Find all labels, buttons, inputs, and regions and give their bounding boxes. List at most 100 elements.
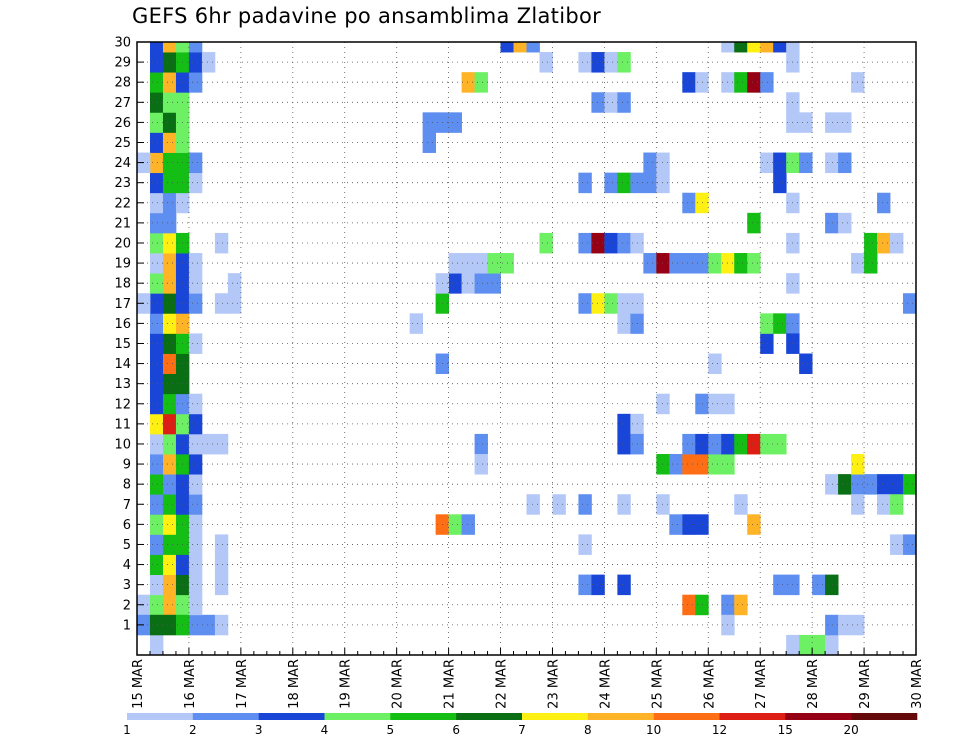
y-tick-label: 26 xyxy=(114,116,131,131)
heatmap-cell xyxy=(812,574,826,596)
heatmap-cell xyxy=(461,273,475,294)
x-tick-label: 18 MAR xyxy=(287,659,302,709)
heatmap-cell xyxy=(656,494,670,515)
x-tick-label: 20 MAR xyxy=(391,659,406,709)
legend-label: 5 xyxy=(386,723,394,737)
heatmap-cell xyxy=(188,393,203,415)
heatmap-cell xyxy=(162,554,177,576)
legend-swatch xyxy=(785,713,852,720)
x-axis: 15 MAR 16 MAR 17 MAR 18 MAR 19 MAR 20 MAR 21 M… xyxy=(131,648,925,709)
heatmap-cell xyxy=(149,112,164,133)
heatmap-cell xyxy=(188,52,203,73)
heatmap-cell xyxy=(695,253,709,274)
heatmap-cell xyxy=(604,232,618,254)
heatmap-cell xyxy=(695,72,709,93)
heatmap-cell xyxy=(162,293,177,314)
heatmap-cell xyxy=(825,112,839,133)
heatmap-cell xyxy=(708,454,722,475)
heatmap-cell xyxy=(188,413,203,435)
legend-label: 1 xyxy=(123,723,131,737)
heatmap-cell xyxy=(149,554,164,576)
heatmap-cell xyxy=(695,433,709,455)
heatmap-cell xyxy=(617,494,631,515)
heatmap-cell xyxy=(838,614,852,636)
y-tick-label: 11 xyxy=(114,417,131,432)
heatmap-cell xyxy=(162,534,177,555)
heatmap-cell xyxy=(903,293,917,314)
heatmap-cell xyxy=(149,634,164,656)
y-tick-label: 28 xyxy=(114,76,131,91)
heatmap-cell xyxy=(214,614,229,636)
heatmap-cell xyxy=(825,152,839,174)
heatmap-cell xyxy=(513,42,527,53)
heatmap-cell xyxy=(162,353,177,375)
heatmap-cell xyxy=(162,393,177,415)
y-tick-label: 2 xyxy=(123,598,131,613)
heatmap-cell xyxy=(578,293,592,314)
heatmap-cell xyxy=(682,433,696,455)
y-tick-label: 7 xyxy=(123,498,131,513)
legend-swatch xyxy=(127,713,194,720)
heatmap-cell xyxy=(747,253,761,274)
x-tick-label: 27 MAR xyxy=(754,659,769,709)
y-tick-label: 5 xyxy=(123,538,131,553)
heatmap-cell xyxy=(214,574,229,596)
heatmap-cell xyxy=(201,433,216,455)
heatmap-cell xyxy=(149,333,164,354)
heatmap-cell xyxy=(890,474,904,495)
heatmap-cell xyxy=(162,92,177,113)
heatmap-cell xyxy=(643,152,657,174)
heatmap-cell xyxy=(539,232,553,254)
heatmap-cell xyxy=(188,172,203,194)
heatmap-cell xyxy=(474,433,488,455)
heatmap-cell xyxy=(695,514,709,535)
heatmap-cell xyxy=(773,152,787,174)
heatmap-cell xyxy=(162,373,177,395)
heatmap-cell xyxy=(487,253,501,274)
legend-label: 12 xyxy=(712,723,727,737)
heatmap-cell xyxy=(695,393,709,415)
legend-label: 15 xyxy=(778,723,793,737)
heatmap-cell xyxy=(526,42,540,53)
heatmap-cell xyxy=(461,72,475,93)
heatmap-cell xyxy=(149,514,164,535)
heatmap-cell xyxy=(162,454,177,475)
gridlines xyxy=(137,41,916,655)
y-tick-label: 22 xyxy=(114,196,131,211)
y-tick-label: 24 xyxy=(114,156,131,171)
heatmap-cell xyxy=(682,594,696,616)
heatmap-cell xyxy=(773,313,787,334)
heatmap-cell xyxy=(188,454,203,475)
heatmap-cell xyxy=(799,353,813,375)
y-tick-label: 9 xyxy=(123,458,131,473)
heatmap-cell xyxy=(188,474,203,495)
heatmap-cell xyxy=(188,574,203,596)
heatmap-cell xyxy=(838,112,852,133)
y-tick-label: 3 xyxy=(123,578,131,593)
heatmap-cell xyxy=(877,474,891,495)
heatmap-cell xyxy=(162,253,177,274)
y-tick-label: 30 xyxy=(114,36,131,51)
heatmap-cell xyxy=(578,534,592,555)
heatmap-cell xyxy=(890,534,904,555)
heatmap-cell xyxy=(838,212,852,234)
heatmap-cell xyxy=(149,172,164,194)
heatmap-cell xyxy=(188,594,203,616)
x-tick-label: 17 MAR xyxy=(235,659,250,709)
heatmap-cell xyxy=(617,232,631,254)
heatmap-cell xyxy=(162,474,177,495)
y-tick-label: 19 xyxy=(114,257,131,272)
heatmap-cell xyxy=(734,494,748,515)
legend-swatch xyxy=(192,713,259,720)
heatmap-cell xyxy=(617,52,631,73)
heatmap-cell xyxy=(526,494,540,515)
heatmap-cell xyxy=(188,293,203,314)
heatmap-cell xyxy=(149,534,164,555)
heatmap-cell xyxy=(448,273,462,294)
legend-label: 7 xyxy=(518,723,526,737)
heatmap-cell xyxy=(877,232,891,254)
heatmap-cell xyxy=(162,333,177,354)
heatmap-cell xyxy=(825,212,839,234)
heatmap-cell xyxy=(188,433,203,455)
